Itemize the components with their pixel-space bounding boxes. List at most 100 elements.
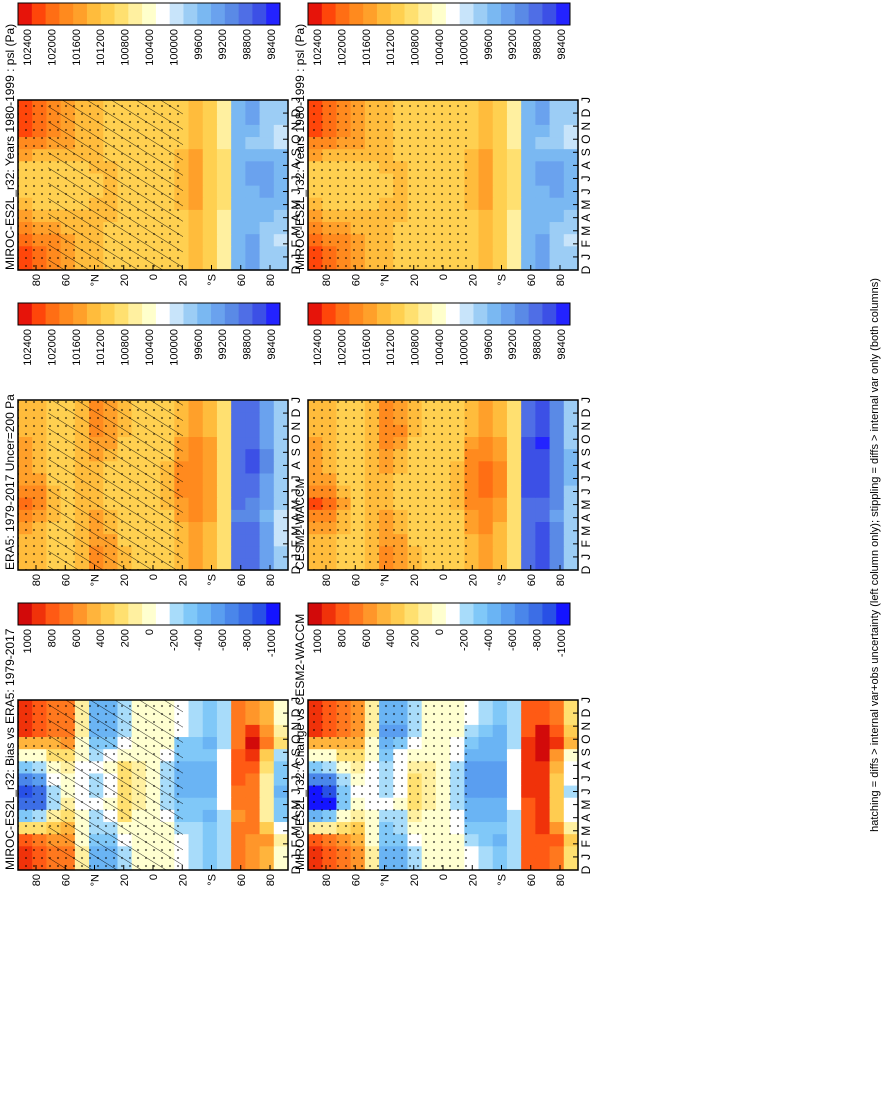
heatmap-cell — [492, 724, 508, 738]
colorbar-swatch — [211, 303, 226, 325]
colorbar-tick-label: 0 — [144, 629, 156, 635]
colorbar: 102400 102000 101600 101200 100800 100400 1000… — [17, 302, 281, 366]
heatmap-cell — [216, 533, 232, 547]
heatmap-cell — [273, 197, 289, 210]
heatmap-cell — [188, 209, 204, 223]
heatmap-cell — [216, 185, 232, 198]
colorbar-swatch — [459, 303, 474, 325]
lat-axis: 80 60 °N 20 0 20 °S 60 80 — [31, 265, 277, 286]
heatmap-cell — [216, 112, 232, 125]
heatmap-cell — [521, 148, 536, 162]
month-tick-label: F — [289, 840, 303, 847]
colorbar-swatch — [59, 303, 74, 325]
heatmap-cell — [273, 172, 289, 186]
heatmap-cell — [245, 712, 261, 725]
heatmap-cell — [521, 700, 536, 713]
month-tick-label: D — [579, 865, 593, 874]
colorbar-swatch — [183, 603, 198, 625]
month-tick-label: A — [289, 161, 303, 169]
heatmap-cell — [273, 700, 289, 713]
heatmap-cell — [245, 172, 261, 186]
month-tick-label: J — [579, 97, 593, 103]
heatmap-cell — [521, 172, 536, 186]
month-tick-label: M — [289, 500, 303, 510]
heatmap-cell — [273, 472, 289, 486]
month-tick-label: J — [289, 489, 303, 495]
heatmap-cell — [535, 148, 551, 162]
heatmap-cell — [549, 160, 565, 174]
colorbar-tick-label: 100400 — [434, 329, 446, 366]
colorbar-swatch — [376, 3, 392, 25]
heatmap-cell — [535, 460, 551, 474]
heatmap-cell — [535, 112, 551, 125]
colorbar-swatch — [473, 603, 488, 625]
colorbar-tick-label: 400 — [95, 629, 107, 647]
heatmap-cell — [521, 245, 536, 259]
colorbar-swatch — [73, 603, 88, 625]
colorbar-swatch — [335, 3, 350, 25]
panel-title: CESM2-WACCM — [293, 478, 307, 570]
colorbar-swatch — [142, 603, 157, 625]
month-tick-label: J — [579, 475, 593, 481]
heatmap-cell — [245, 724, 261, 738]
heatmap-cell — [245, 797, 261, 810]
heatmap-cell — [231, 209, 246, 223]
heatmap-cell — [231, 257, 246, 271]
lat-tick-label: °N — [380, 874, 392, 886]
lat-tick-label: 80 — [321, 874, 333, 886]
month-tick-label: D — [289, 565, 303, 574]
heatmap-cell — [535, 521, 551, 535]
heatmap-cell — [478, 472, 494, 486]
lat-tick-label: 80 — [31, 574, 43, 586]
heatmap-cell — [188, 460, 204, 474]
heatmap-cell — [259, 197, 275, 210]
heatmap-cell — [259, 521, 275, 535]
colorbar-swatch — [418, 303, 433, 325]
colorbar-swatch — [459, 603, 474, 625]
heatmap-cell — [549, 124, 565, 138]
heatmap — [307, 399, 579, 571]
heatmap-cell — [273, 497, 289, 510]
heatmap-cell — [259, 448, 275, 462]
heatmap-cell — [563, 112, 579, 125]
colorbar-swatch — [556, 603, 571, 625]
heatmap-cell — [492, 185, 508, 198]
colorbar-swatch — [169, 3, 184, 25]
heatmap-cell — [273, 112, 289, 125]
heatmap-cell — [563, 460, 579, 474]
heatmap-cell — [492, 485, 508, 498]
heatmap-cell — [259, 400, 275, 413]
colorbar-frame — [307, 602, 571, 626]
colorbar-tick-label: 101200 — [95, 29, 107, 66]
heatmap-cell — [245, 124, 261, 138]
colorbar-swatch — [266, 603, 281, 625]
heatmap-cell — [245, 557, 261, 571]
heatmap-cell — [188, 833, 204, 847]
heatmap-cell — [563, 448, 579, 462]
colorbar-tick-label: 400 — [385, 629, 397, 647]
heatmap-cell — [563, 412, 579, 425]
heatmap-cell — [521, 785, 536, 798]
heatmap-cell — [521, 845, 536, 859]
heatmap-cell — [478, 136, 494, 150]
heatmap-cell — [492, 712, 508, 725]
heatmap-cell — [492, 245, 508, 259]
colorbar-swatch — [128, 303, 143, 325]
heatmap-cell — [231, 197, 246, 210]
heatmap-cell — [506, 160, 522, 174]
heatmap-cell — [188, 160, 204, 174]
heatmap-cell — [202, 233, 218, 247]
heatmap-cell — [273, 772, 289, 786]
heatmap-cell — [188, 124, 204, 138]
heatmap-cell — [216, 772, 232, 786]
heatmap-cell — [202, 136, 218, 150]
month-tick-label: J — [579, 697, 593, 703]
heatmap-cell — [231, 245, 246, 259]
heatmap-cell — [216, 148, 232, 162]
heatmap-cell — [492, 833, 508, 847]
heatmap-cell — [563, 821, 579, 835]
heatmap-cell — [521, 160, 536, 174]
heatmap-cell — [202, 845, 218, 859]
colorbar-swatch — [100, 3, 116, 25]
colorbar-swatch — [169, 603, 184, 625]
